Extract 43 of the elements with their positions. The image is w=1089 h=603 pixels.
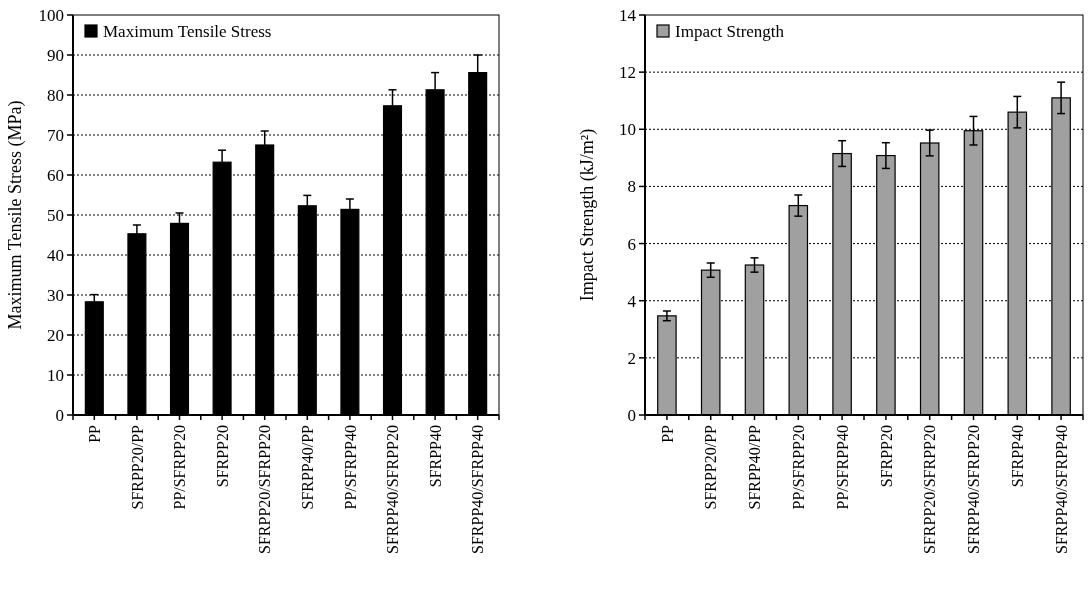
x-tick-label: SFRPP40/SFRPP40 <box>469 425 487 554</box>
x-tick-label: SFRPP40/SFRPP20 <box>384 425 402 554</box>
x-tick-label: SFRPP20/SFRPP20 <box>921 425 939 554</box>
y-tick-label: 80 <box>47 85 64 105</box>
legend-label: Maximum Tensile Stress <box>103 21 272 41</box>
y-tick-label: 0 <box>627 405 636 425</box>
x-tick-label: PP <box>85 424 103 443</box>
y-tick-label: 40 <box>47 245 64 265</box>
y-tick-label: 60 <box>47 165 64 185</box>
y-tick-label: 100 <box>38 5 64 25</box>
y-axis-title: Maximum Tensile Stress (MPa) <box>5 100 26 330</box>
y-tick-label: 2 <box>627 348 636 368</box>
x-tick-label: PP/SFRPP20 <box>789 425 807 510</box>
y-axis-title: Impact Strength (kJ/m²) <box>577 128 598 302</box>
y-tick-label: 14 <box>619 5 637 25</box>
y-tick-label: 6 <box>627 234 636 254</box>
y-tick-label: 30 <box>47 285 64 305</box>
x-tick-label: SFRPP40 <box>1008 425 1026 488</box>
y-tick-label: 70 <box>47 125 64 145</box>
x-tick-label: SFRPP40/SFRPP20 <box>965 425 983 554</box>
x-tick-label: SFRPP20/PP <box>128 424 146 510</box>
x-tick-label: PP/SFRPP20 <box>171 425 189 510</box>
x-tick-label: SFRPP40/SFRPP40 <box>1052 425 1070 554</box>
y-tick-label: 10 <box>47 365 64 385</box>
x-tick-label: SFRPP20/PP <box>702 424 720 510</box>
x-tick-label: SFRPP40/PP <box>298 424 316 510</box>
legend-label: Impact Strength <box>675 21 785 41</box>
y-tick-label: 4 <box>627 291 637 311</box>
y-tick-label: 90 <box>47 45 64 65</box>
x-tick-label: PP/SFRPP40 <box>833 425 851 510</box>
y-tick-label: 8 <box>627 177 636 197</box>
x-tick-label: SFRPP20/SFRPP20 <box>256 425 274 554</box>
x-tick-label: SFRPP20 <box>877 425 895 488</box>
y-tick-label: 0 <box>55 405 64 425</box>
y-tick-label: 12 <box>619 63 636 83</box>
x-tick-label: SFRPP40 <box>426 425 444 488</box>
x-tick-label: SFRPP40/PP <box>746 424 764 510</box>
y-tick-label: 20 <box>47 325 64 345</box>
x-tick-label: PP/SFRPP40 <box>341 425 359 510</box>
y-tick-label: 10 <box>619 120 636 140</box>
x-tick-label: PP <box>658 424 676 443</box>
x-tick-label: SFRPP20 <box>213 425 231 488</box>
y-tick-label: 50 <box>47 205 64 225</box>
